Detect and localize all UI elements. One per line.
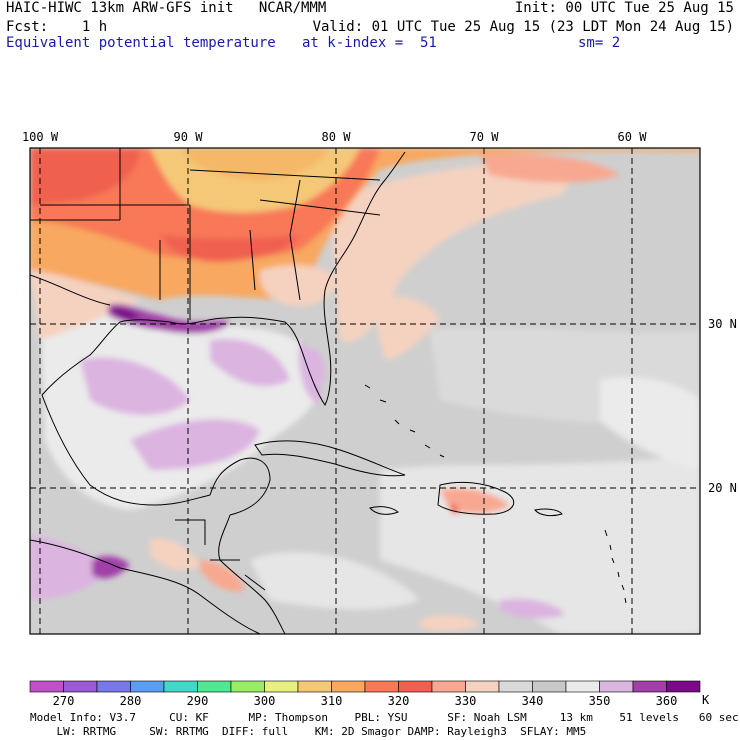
colorbar-swatch [230, 680, 265, 693]
colorbar-tick-label: 280 [119, 694, 142, 708]
colorbar-swatch [29, 680, 64, 693]
colorbar-swatch [163, 680, 198, 693]
colorbar-swatch [96, 680, 131, 693]
colorbar-swatch [431, 680, 466, 693]
colorbar-swatch [398, 680, 433, 693]
lat-label-30n: 30 N [708, 317, 737, 331]
colorbar-tick-label: 270 [52, 694, 75, 708]
footer-physics-info: LW: RRTMG SW: RRTMG DIFF: full KM: 2D Sm… [30, 725, 587, 738]
colorbar-swatch [197, 680, 232, 693]
colorbar-swatch [599, 680, 634, 693]
level-label: at k-index = 51 [302, 35, 437, 51]
colorbar [29, 680, 701, 693]
theta-e-field [30, 148, 700, 634]
colorbar-tick-label: 350 [588, 694, 611, 708]
smoothing-label: sm= 2 [578, 35, 621, 51]
valid-time: Valid: 01 UTC Tue 25 Aug 15 (23 LDT Mon … [312, 19, 734, 35]
colorbar-swatch [297, 680, 332, 693]
lon-label-80w: 80 W [322, 130, 352, 144]
colorbar-tick-label: 340 [521, 694, 544, 708]
colorbar-tick-label: 310 [320, 694, 343, 708]
map-frame [29, 147, 701, 635]
lon-label-70w: 70 W [470, 130, 500, 144]
colorbar-tick-label: 330 [454, 694, 477, 708]
lat-label-20n: 20 N [708, 481, 737, 495]
colorbar-tick-label: 300 [253, 694, 276, 708]
colorbar-swatch [465, 680, 500, 693]
colorbar-unit: K [702, 693, 710, 707]
colorbar-swatch [264, 680, 299, 693]
footer-model-info: Model Info: V3.7 CU: KF MP: Thompson PBL… [30, 711, 739, 724]
colorbar-swatch [532, 680, 567, 693]
init-time: Init: 00 UTC Tue 25 Aug 15 [514, 0, 734, 16]
graticule [30, 148, 700, 634]
colorbar-swatch [498, 680, 533, 693]
field-name: Equivalent potential temperature [6, 35, 276, 51]
colorbar-tick-label: 320 [387, 694, 410, 708]
colorbar-tick-label: 360 [655, 694, 678, 708]
colorbar-tick-label: 290 [186, 694, 209, 708]
lon-label-60w: 60 W [618, 130, 648, 144]
colorbar-swatch [63, 680, 98, 693]
model-title: HAIC-HIWC 13km ARW-GFS init NCAR/MMM [6, 0, 327, 16]
colorbar-swatch [331, 680, 366, 693]
forecast-hour: Fcst: 1 h [6, 19, 108, 35]
colorbar-swatch [632, 680, 667, 693]
lon-label-90w: 90 W [174, 130, 204, 144]
colorbar-swatch [666, 680, 701, 693]
lon-label-100w: 100 W [22, 130, 59, 144]
colorbar-swatch [364, 680, 399, 693]
colorbar-swatch [130, 680, 165, 693]
coastlines [30, 148, 627, 634]
colorbar-swatch [565, 680, 600, 693]
